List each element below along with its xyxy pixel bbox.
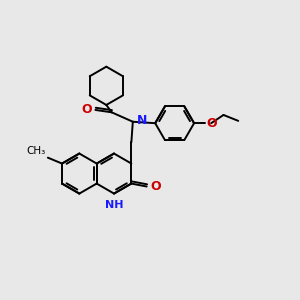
Text: NH: NH xyxy=(105,200,123,210)
Text: N: N xyxy=(137,114,148,127)
Text: O: O xyxy=(151,180,161,193)
Text: O: O xyxy=(81,103,92,116)
Text: O: O xyxy=(206,117,217,130)
Text: CH₃: CH₃ xyxy=(26,146,46,156)
